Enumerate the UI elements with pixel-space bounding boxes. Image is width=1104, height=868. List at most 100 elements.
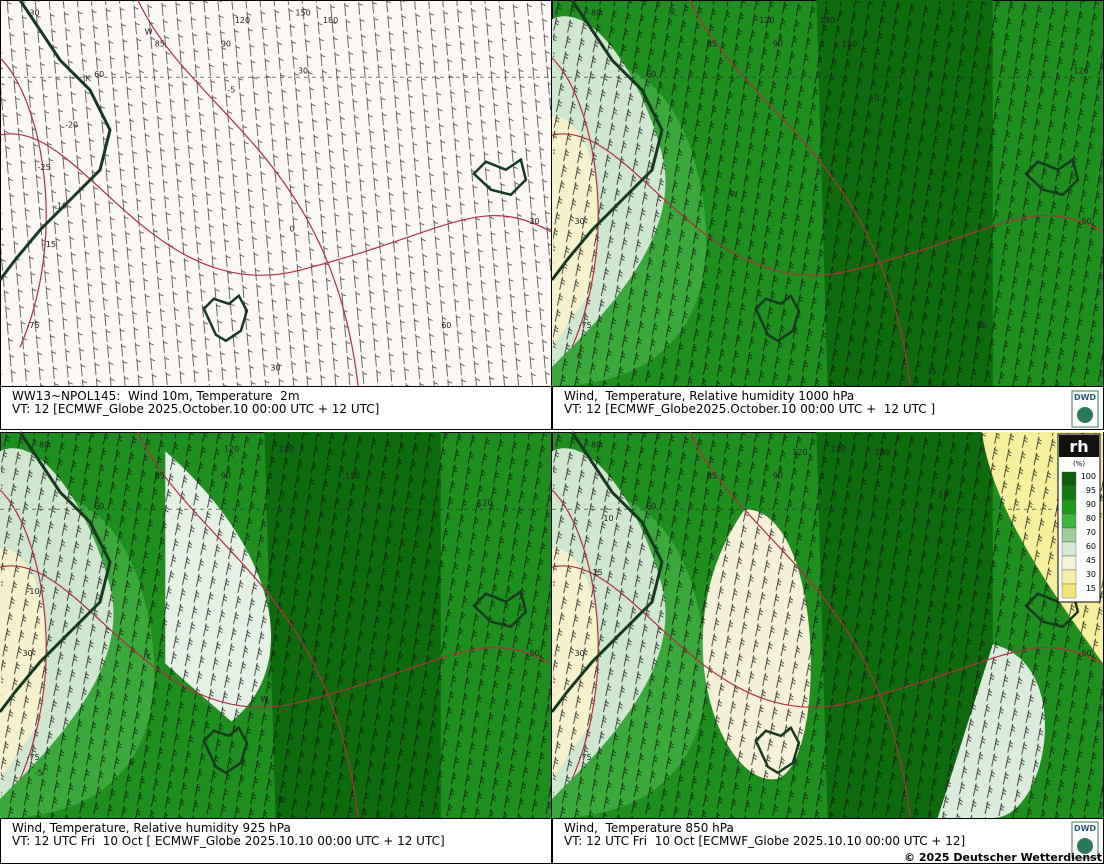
map-panel: 8012015018085906012030-75-10-15-51090Win… <box>550 431 1104 864</box>
map-label: 90 <box>1081 649 1091 658</box>
map-label: 60 <box>646 70 656 79</box>
coastline <box>550 431 664 713</box>
legend-swatch <box>1061 471 1077 487</box>
legend-swatch <box>1061 513 1077 529</box>
map-label: 10 <box>938 491 948 500</box>
map-label: -75 <box>27 753 40 762</box>
legend-title-bg <box>1059 435 1099 457</box>
coastline <box>550 0 664 281</box>
coastline <box>754 293 801 343</box>
temperature-contour <box>137 0 359 387</box>
temperature-contour <box>551 489 599 780</box>
map-label: -20 <box>65 120 78 129</box>
map-panel: -30 150 180 120 85 90 60 30 -75 W K -25 -20 -15 -10 -5 0… <box>0 0 552 430</box>
coastline <box>472 157 528 197</box>
map-label: 85 <box>707 39 717 48</box>
temperature-contour <box>689 431 911 819</box>
map-label: K <box>146 653 152 662</box>
coastline <box>0 0 112 281</box>
map-label: 120 <box>477 498 492 507</box>
legend-level: 100 <box>1081 472 1096 481</box>
map-label: -75 <box>579 321 592 330</box>
map-label: -75 <box>579 753 592 762</box>
map-label: 150 <box>295 8 310 17</box>
legend-swatch <box>1061 499 1077 515</box>
legend-unit: (%) <box>1073 460 1085 468</box>
map-panel: 80 120 150 180 85 90 60 120 30 -75 0 K W -5 -10 90 30 Win… <box>0 431 552 864</box>
legend-level: 70 <box>1086 528 1096 537</box>
map-label: 90 <box>1081 217 1091 226</box>
caption-line: VT: 12 [ECMWF_Globe2025.October.10 00:00… <box>564 402 935 416</box>
temperature-contour <box>0 489 47 780</box>
map-label: 30 <box>529 217 539 226</box>
map-label: 30 <box>574 217 584 226</box>
map-label: -15 <box>590 568 603 577</box>
map-label: 0 <box>577 352 582 361</box>
map-label: 80 <box>591 440 601 449</box>
map-label: 0 <box>289 225 294 234</box>
legend-level: 60 <box>1086 542 1096 551</box>
map-label: 90 <box>529 649 539 658</box>
map-label: 80 <box>591 8 601 17</box>
logo-mark <box>1077 407 1093 423</box>
legend-swatch <box>1061 555 1077 571</box>
map-label: 150 <box>842 39 857 48</box>
caption-box <box>552 386 1104 430</box>
map-label: 85 <box>707 471 717 480</box>
legend-swatch <box>1061 569 1077 585</box>
coastline <box>202 293 249 343</box>
map-label: 30 <box>298 66 308 75</box>
map-label: 120 <box>792 448 807 457</box>
map-label: W <box>730 190 738 199</box>
caption-line: VT: 12 UTC Fri 10 Oct [ ECMWF_Globe 2025… <box>12 834 445 848</box>
map-label: -30 <box>27 8 40 17</box>
map-label: K <box>671 8 677 17</box>
coastline <box>754 725 801 775</box>
map-label: 150 <box>875 448 890 457</box>
legend-swatch <box>1061 541 1077 557</box>
temperature-contour <box>551 57 599 348</box>
temperature-contour <box>551 565 1104 708</box>
wind-barbs <box>1 433 551 818</box>
temperature-contour <box>551 133 1104 276</box>
wind-barbs <box>1 1 551 386</box>
wind-barbs <box>553 433 1103 818</box>
temperature-contour <box>137 431 359 819</box>
map-label: 0 <box>875 93 880 102</box>
map-label: 180 <box>323 16 338 25</box>
map-label: 50 <box>977 321 987 330</box>
map-label: 180 <box>279 444 294 453</box>
map-label: 85 <box>155 471 165 480</box>
map-label: 0 <box>130 757 135 766</box>
legend-level: 95 <box>1086 486 1096 495</box>
map-label: 30 <box>270 364 280 373</box>
map-label: 60 <box>94 502 104 511</box>
map-label: -5 <box>829 583 837 592</box>
map-label: 180 <box>831 444 846 453</box>
map-label: 80 <box>39 440 49 449</box>
legend-level: 80 <box>1086 514 1096 523</box>
logo-text: DWD <box>1074 824 1096 833</box>
caption-line: Wind, Temperature, Relative humidity 925… <box>12 821 291 835</box>
map-label: 30 <box>22 649 32 658</box>
legend-level: 90 <box>1086 500 1096 509</box>
legend-swatch <box>1061 527 1077 543</box>
map-label: -5 <box>35 769 43 778</box>
wind-barbs <box>553 1 1103 386</box>
coastline <box>202 725 249 775</box>
map-label: W <box>261 695 269 704</box>
temperature-contour <box>689 0 911 387</box>
logo-text: DWD <box>1074 393 1096 402</box>
map-label: -5 <box>227 86 235 95</box>
map-label: 60 <box>441 321 451 330</box>
legend-title: rh <box>1069 437 1088 456</box>
map-label: K <box>86 74 92 83</box>
coastline <box>1024 157 1080 197</box>
caption-line: VT: 12 UTC Fri 10 Oct [ECMWF_Globe 2025.… <box>564 834 965 848</box>
coastline <box>472 589 528 629</box>
caption-box <box>0 386 552 430</box>
legend-level: 45 <box>1086 556 1096 565</box>
map-label: 30 <box>276 796 286 805</box>
map-panel: 80 120 150 180 85 90 60 120 30 -75 0 K W 90 50 -5 0 Wind,… <box>550 0 1104 430</box>
